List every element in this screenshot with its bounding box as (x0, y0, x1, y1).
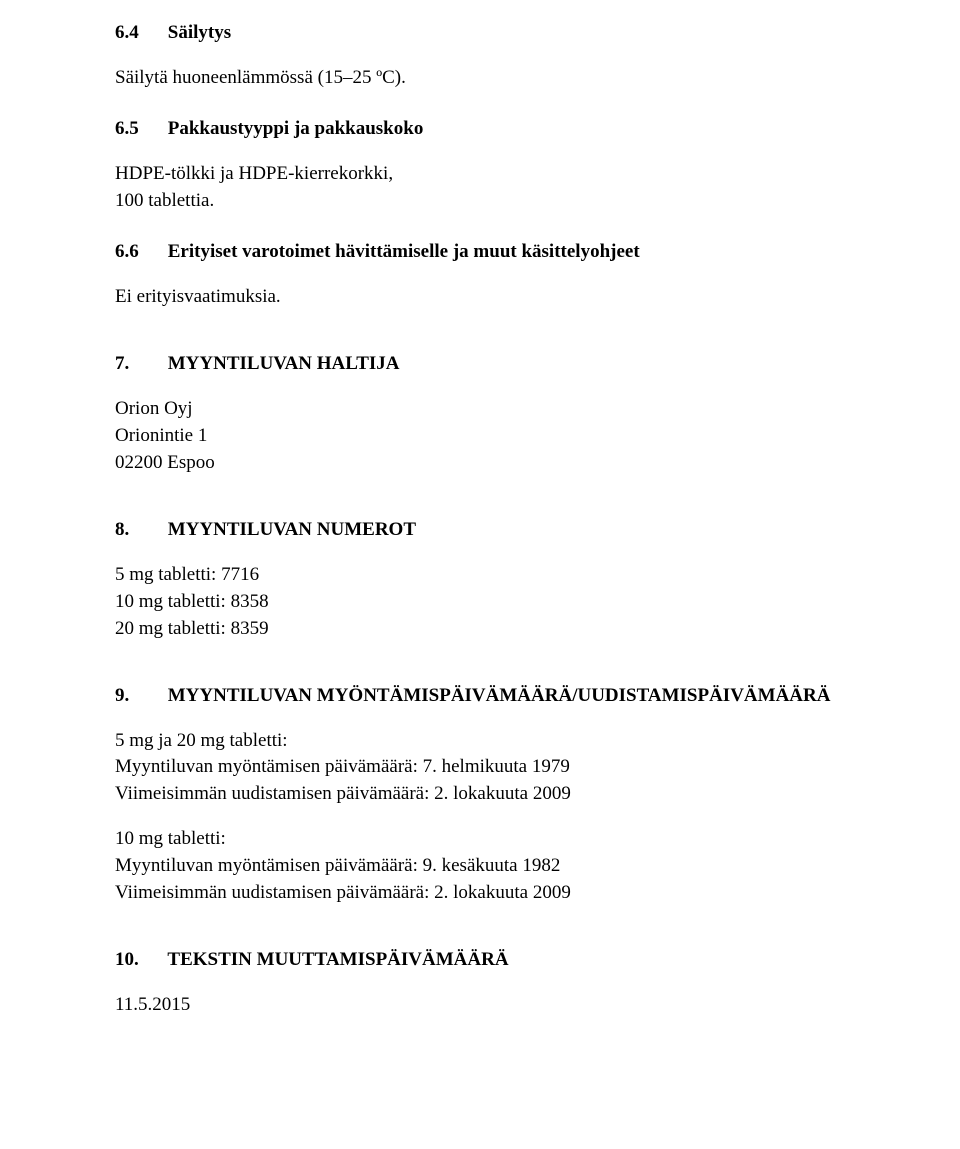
body-text: Orion Oyj Orionintie 1 02200 Espoo (115, 396, 960, 477)
section-title: MYYNTILUVAN MYÖNTÄMISPÄIVÄMÄÄRÄ/UUDISTAM… (168, 685, 831, 706)
text-line: Orion Oyj (115, 396, 960, 423)
section-number: 6.5 (115, 116, 163, 143)
section-number: 10. (115, 947, 163, 974)
heading-10: 10. TEKSTIN MUUTTAMISPÄIVÄMÄÄRÄ (115, 947, 960, 974)
body-text: Ei erityisvaatimuksia. (115, 284, 960, 311)
section-number: 8. (115, 517, 163, 544)
heading-8: 8. MYYNTILUVAN NUMEROT (115, 517, 960, 544)
section-title: MYYNTILUVAN NUMEROT (168, 519, 416, 540)
section-title: TEKSTIN MUUTTAMISPÄIVÄMÄÄRÄ (167, 949, 508, 970)
text-line: Myyntiluvan myöntämisen päivämäärä: 9. k… (115, 853, 960, 880)
text-line: 10 mg tabletti: (115, 826, 960, 853)
text-line: 10 mg tabletti: 8358 (115, 589, 960, 616)
text-line: 02200 Espoo (115, 450, 960, 477)
body-text: Säilytä huoneenlämmössä (15–25 ºC). (115, 65, 960, 92)
heading-7: 7. MYYNTILUVAN HALTIJA (115, 351, 960, 378)
heading-6-4: 6.4 Säilytys (115, 20, 960, 47)
heading-6-6: 6.6 Erityiset varotoimet hävittämiselle … (115, 239, 960, 266)
section-title: Pakkaustyyppi ja pakkauskoko (168, 118, 424, 139)
section-title: Säilytys (168, 22, 231, 43)
section-number: 9. (115, 683, 163, 710)
text-line: HDPE-tölkki ja HDPE-kierrekorkki, (115, 161, 960, 188)
section-title: Erityiset varotoimet hävittämiselle ja m… (168, 241, 640, 262)
text-line: Viimeisimmän uudistamisen päivämäärä: 2.… (115, 781, 960, 808)
body-text: 11.5.2015 (115, 992, 960, 1019)
heading-6-5: 6.5 Pakkaustyyppi ja pakkauskoko (115, 116, 960, 143)
body-text: 10 mg tabletti: Myyntiluvan myöntämisen … (115, 826, 960, 907)
section-number: 6.6 (115, 239, 163, 266)
text-line: Myyntiluvan myöntämisen päivämäärä: 7. h… (115, 754, 960, 781)
body-text: 5 mg ja 20 mg tabletti: Myyntiluvan myön… (115, 728, 960, 809)
text-line: 5 mg tabletti: 7716 (115, 562, 960, 589)
section-number: 6.4 (115, 20, 163, 47)
heading-9: 9. MYYNTILUVAN MYÖNTÄMISPÄIVÄMÄÄRÄ/UUDIS… (115, 683, 960, 710)
body-text: 5 mg tabletti: 7716 10 mg tabletti: 8358… (115, 562, 960, 643)
text-line: 5 mg ja 20 mg tabletti: (115, 728, 960, 755)
text-line: 100 tablettia. (115, 188, 960, 215)
section-number: 7. (115, 351, 163, 378)
text-line: Orionintie 1 (115, 423, 960, 450)
body-text: HDPE-tölkki ja HDPE-kierrekorkki, 100 ta… (115, 161, 960, 215)
section-title: MYYNTILUVAN HALTIJA (168, 353, 400, 374)
text-line: 20 mg tabletti: 8359 (115, 616, 960, 643)
text-line: Viimeisimmän uudistamisen päivämäärä: 2.… (115, 880, 960, 907)
